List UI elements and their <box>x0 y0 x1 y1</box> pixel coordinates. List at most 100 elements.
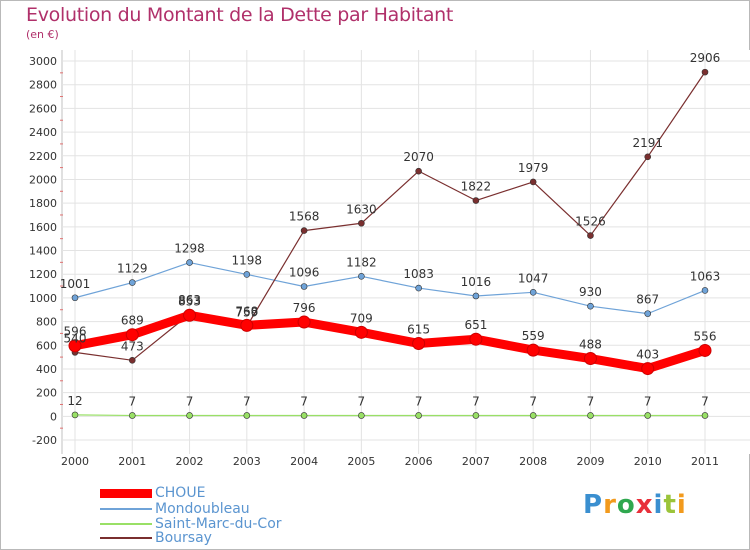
data-label: 1198 <box>232 253 263 267</box>
data-point <box>472 197 480 204</box>
series-line-mondoubleau <box>74 261 706 315</box>
data-label: 403 <box>636 348 659 362</box>
data-point <box>128 279 136 286</box>
data-label: 759 <box>235 305 258 319</box>
data-label: 7 <box>472 394 480 408</box>
data-label: 1001 <box>60 277 91 291</box>
data-label: 615 <box>407 322 430 336</box>
chart-unit-label: (en €) <box>26 28 59 41</box>
data-point <box>300 412 308 419</box>
data-point <box>183 308 197 322</box>
legend-label-mondoubleau: Mondoubleau <box>155 501 250 517</box>
data-label: 796 <box>293 301 316 315</box>
x-tick-label: 2005 <box>347 455 375 468</box>
x-tick-label: 2010 <box>634 455 662 468</box>
data-point <box>587 412 594 419</box>
x-tick-label: 2000 <box>61 455 89 468</box>
data-label: 2906 <box>690 51 721 65</box>
data-point <box>529 412 537 419</box>
y-tick-label: 1200 <box>29 268 57 281</box>
data-label: 1096 <box>289 266 320 280</box>
legend-swatch-mondoubleau <box>100 508 152 510</box>
data-label: 1016 <box>461 275 492 289</box>
data-point <box>243 412 251 419</box>
data-point <box>354 325 368 339</box>
data-point <box>125 328 139 342</box>
x-tick-label: 2011 <box>691 455 719 468</box>
data-label: 596 <box>64 325 87 339</box>
data-label: 7 <box>128 394 136 408</box>
y-tick-label: 1800 <box>29 197 57 210</box>
y-tick-label: 400 <box>36 363 57 376</box>
data-point <box>529 289 537 296</box>
x-tick-label: 2006 <box>405 455 433 468</box>
data-label: 1979 <box>518 161 549 175</box>
data-point <box>128 356 136 364</box>
data-point <box>186 259 193 266</box>
legend-item-choue: CHOUE <box>100 486 205 500</box>
logo-letter: o <box>616 490 636 520</box>
y-tick-label: 2800 <box>29 79 57 92</box>
data-label: 2070 <box>403 150 434 164</box>
data-point <box>240 318 254 332</box>
logo-letter: r <box>603 490 617 520</box>
proxiti-logo: Proxiti <box>583 490 687 520</box>
data-point <box>701 412 709 419</box>
x-tick-label: 2003 <box>233 455 261 468</box>
legend-label-boursay: Boursay <box>155 530 212 546</box>
data-label: 473 <box>121 339 144 353</box>
data-label: 7 <box>243 394 251 408</box>
legend-item-saint-marc-du-cor: Saint-Marc-du-Cor <box>100 517 282 531</box>
data-label: 7 <box>587 394 595 408</box>
data-point <box>469 332 483 346</box>
data-point <box>68 339 82 353</box>
data-label: 1129 <box>117 262 148 276</box>
data-label: 7 <box>644 394 652 408</box>
data-point <box>472 292 480 300</box>
data-label: 556 <box>694 329 717 343</box>
legend-item-mondoubleau: Mondoubleau <box>100 502 250 516</box>
data-label: 488 <box>579 338 602 352</box>
data-point <box>300 283 308 290</box>
legend-label-choue: CHOUE <box>155 485 206 501</box>
legend-item-boursay: Boursay <box>100 531 212 545</box>
data-label: 1298 <box>174 242 205 256</box>
data-label: 651 <box>464 318 487 332</box>
logo-letter: i <box>653 490 664 520</box>
x-tick-label: 2008 <box>519 455 547 468</box>
data-label: 1630 <box>346 202 377 216</box>
data-label: 867 <box>636 293 659 307</box>
legend-swatch-saint-marc-du-cor <box>100 523 152 525</box>
logo-letter: P <box>583 490 604 520</box>
chart-title: Evolution du Montant de la Dette par Hab… <box>26 4 454 26</box>
data-label: 2191 <box>632 136 663 150</box>
data-point <box>644 310 652 317</box>
data-label: 853 <box>178 294 201 308</box>
x-tick-label: 2002 <box>176 455 204 468</box>
data-label: 1822 <box>461 180 492 194</box>
data-point <box>412 336 426 350</box>
series-line-choue <box>70 310 710 374</box>
data-point <box>128 412 136 419</box>
y-tick-label: -200 <box>32 434 57 447</box>
series-line-saint-marc-du-cor <box>74 414 706 417</box>
data-label: 7 <box>529 394 537 408</box>
y-tick-label: 1400 <box>29 245 57 258</box>
y-tick-label: 600 <box>36 339 57 352</box>
y-tick-label: 2200 <box>29 150 57 163</box>
data-point <box>644 412 652 419</box>
data-label: 863 <box>178 293 201 307</box>
data-point <box>358 219 365 227</box>
data-point <box>358 273 365 280</box>
y-tick-label: 2000 <box>29 173 57 186</box>
y-tick-label: 800 <box>36 316 57 329</box>
data-point <box>415 412 422 419</box>
data-point <box>644 153 652 161</box>
y-tick-label: 1000 <box>29 292 57 305</box>
x-tick-label: 2007 <box>462 455 490 468</box>
data-label: 1063 <box>690 269 721 283</box>
data-label: 768 <box>235 304 258 318</box>
y-tick-label: 3000 <box>29 55 57 68</box>
data-point <box>698 343 712 357</box>
data-point <box>358 412 365 419</box>
